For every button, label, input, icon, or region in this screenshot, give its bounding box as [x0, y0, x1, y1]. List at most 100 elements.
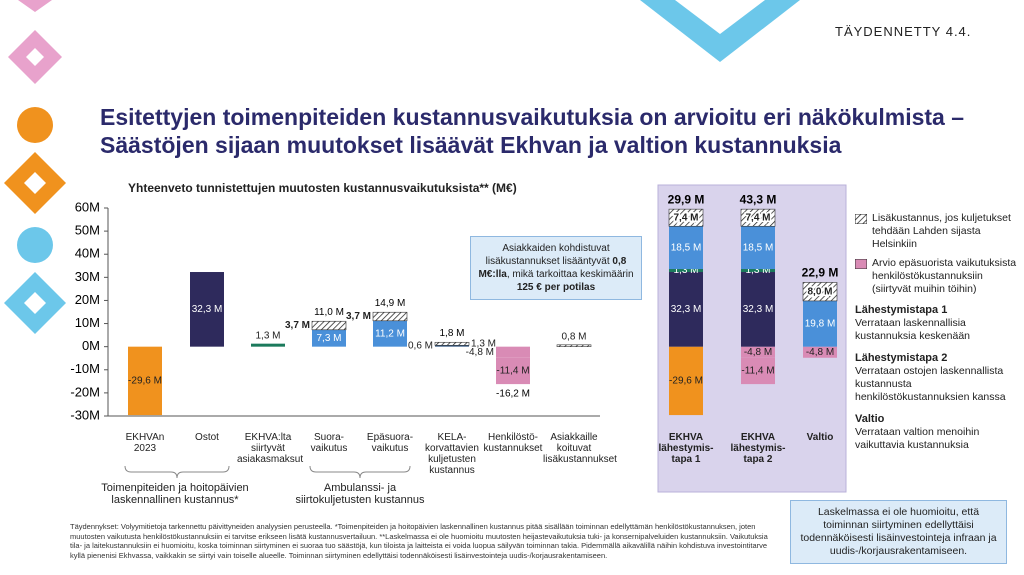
value-label: 32,3 M	[743, 304, 774, 315]
value-label: 18,5 M	[743, 242, 774, 253]
y-tick-label: 0M	[82, 338, 100, 353]
value-label: 18,5 M	[671, 242, 702, 253]
bar-segment	[669, 226, 703, 270]
legend-item: Arvio epäsuorista vaikutuksista henkilös…	[855, 257, 1020, 296]
approach-text: Verrataan ostojen laskennallista kustann…	[855, 365, 1006, 403]
bar-segment	[373, 320, 407, 347]
callout: Asiakkaiden kohdistuvat lisäkustannukset…	[470, 236, 642, 300]
group-brace	[309, 465, 411, 479]
value-label: 1,3 M	[471, 338, 496, 349]
bar-segment	[251, 343, 285, 347]
y-tick-label: -20M	[70, 384, 100, 399]
y-tick-label: 60M	[75, 199, 100, 214]
bar-segment	[669, 269, 703, 273]
legend-swatch	[855, 259, 867, 269]
bar-segment	[128, 346, 162, 416]
title: Esitettyjen toimenpiteiden kustannusvaik…	[100, 103, 964, 159]
bar-segment	[372, 311, 408, 322]
value-label: 3,7 M	[285, 320, 310, 331]
approach-title: Valtio	[855, 413, 885, 425]
bar-segment	[312, 329, 346, 347]
callout-text: , mikä tarkoittaa keskimäärin	[506, 269, 634, 280]
bar-segment	[740, 208, 776, 227]
value-label: 0,8 M	[561, 331, 586, 342]
chart-title: Yhteenveto tunnistettujen muutosten kust…	[128, 181, 517, 195]
total-label: 1,8 M	[439, 328, 464, 339]
y-tick-label: 50M	[75, 223, 100, 238]
value-label: 1,3 M	[673, 265, 698, 276]
value-label: 3,7 M	[346, 311, 371, 322]
title-line: Säästöjen sijaan muutokset lisäävät Ekhv…	[100, 132, 842, 158]
callout-bold: 0,8 M€:lla	[478, 256, 627, 280]
legend-item: Lisäkustannus, jos kuljetukset tehdään L…	[855, 212, 1020, 251]
bar-segment	[496, 357, 530, 385]
value-label: -11,4 M	[741, 366, 774, 377]
approach-title: Lähestymistapa 1	[855, 304, 948, 316]
x-tick-label: Valtio	[806, 432, 834, 443]
stamp: TÄYDENNETTY 4.4.	[835, 24, 972, 39]
bar-segment	[741, 272, 775, 347]
bar-segment	[435, 345, 469, 347]
note: Laskelmassa ei ole huomioitu, että toimi…	[790, 500, 1007, 564]
x-tick-label: EKHVA lähestymis-tapa 2	[730, 432, 786, 465]
value-label: 11,2 M	[375, 328, 405, 339]
value-label: -29,6 M	[128, 376, 162, 387]
approach-title: Lähestymistapa 2	[855, 352, 948, 364]
x-tick-label: Asiakkaille koituvat lisäkustannukset	[543, 432, 617, 465]
side-panel: Lisäkustannus, jos kuljetukset tehdään L…	[855, 212, 1020, 461]
value-label: -4,8 M	[466, 347, 494, 358]
bar-segment	[741, 226, 775, 270]
total-label: 43,3 M	[740, 192, 777, 206]
x-tick-label: Ostot	[195, 432, 219, 443]
approach: Lähestymistapa 1 Verrataan laskennallisia…	[855, 304, 1020, 343]
value-label: 1,3 M	[745, 265, 770, 276]
value-label: 32,3 M	[192, 304, 223, 315]
bar-segment	[190, 272, 224, 347]
bar-segment	[741, 346, 775, 358]
approaches: Lähestymistapa 1 Verrataan laskennallisia…	[855, 304, 1020, 452]
callout-text: Asiakkaiden kohdistuvat lisäkustannukset…	[485, 243, 610, 267]
x-tick-label: Epäsuora-vaikutus	[366, 432, 414, 454]
title-line: Esitettyjen toimenpiteiden kustannusvaik…	[100, 104, 965, 130]
value-label: -4,8 M	[806, 347, 834, 358]
x-tick-label: EKHVA:lta siirtyvät asiakasmaksut	[237, 432, 304, 465]
callout-bold: 125 € per potilas	[516, 282, 596, 293]
total-label: 22,9 M	[802, 266, 839, 280]
x-tick-label: EKHVAn 2023	[125, 432, 165, 454]
decor	[4, 0, 800, 334]
legend-swatch	[855, 214, 867, 224]
value-label: 7,4 M	[673, 212, 698, 223]
value-label: 19,8 M	[805, 318, 836, 329]
value-label: 8,0 M	[807, 286, 832, 297]
total-label: -16,2 M	[496, 389, 530, 400]
value-label: 1,3 M	[255, 330, 280, 341]
bar-segment	[434, 341, 470, 346]
value-label: 7,3 M	[316, 333, 341, 344]
x-tick-label: KELA-korvattavien kuljetusten kustannus	[425, 432, 479, 476]
value-label: -4,8 M	[744, 347, 772, 358]
total-label: 14,9 M	[375, 298, 406, 309]
y-tick-label: 20M	[75, 292, 100, 307]
bar-segment	[556, 344, 592, 347]
footnote: Täydennykset: Volyymitietoja tarkennettu…	[70, 522, 768, 560]
y-tick-label: 40M	[75, 246, 100, 261]
bar-segment	[669, 272, 703, 347]
value-label: -29,6 M	[669, 376, 703, 387]
approach-text: Verrataan valtion menoihin vaikuttavia k…	[855, 426, 980, 451]
group-label: Toimenpiteiden ja hoitopäivien laskennal…	[101, 482, 249, 506]
group-brace	[124, 465, 230, 479]
value-label: 7,4 M	[745, 212, 770, 223]
total-label: 29,9 M	[668, 192, 705, 206]
x-tick-label: EKHVA lähestymis-tapa 1	[658, 432, 714, 465]
y-tick-label: -10M	[70, 361, 100, 376]
x-tick-label: Suora-vaikutus	[310, 432, 348, 454]
value-label: 32,3 M	[671, 304, 702, 315]
bar-segment	[803, 346, 837, 358]
bar-segment	[496, 346, 530, 358]
bar-segment	[741, 269, 775, 273]
value-label: 0,6 M	[408, 341, 433, 352]
bar-segment	[668, 208, 704, 227]
bar-segment	[802, 282, 838, 302]
legend-label: Lisäkustannus, jos kuljetukset tehdään L…	[872, 212, 1011, 250]
